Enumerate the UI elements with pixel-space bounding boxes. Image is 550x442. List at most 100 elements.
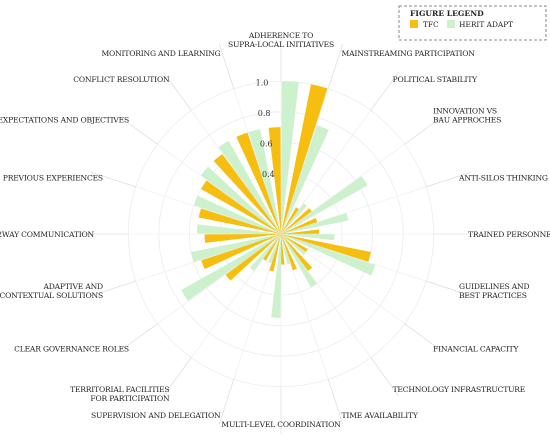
bar-herit-adapt-technology-infrastructure bbox=[281, 234, 317, 288]
category-label-trained-personnel: TRAINED PERSONNEL bbox=[468, 230, 550, 239]
category-label-clear-governance-roles: CLEAR GOVERNANCE ROLES bbox=[14, 345, 129, 354]
category-label-conflict-resolution: CONFLICT RESOLUTION bbox=[73, 75, 170, 84]
bar-tfc-expectations-and-objectives bbox=[201, 180, 281, 234]
label-leader-line bbox=[218, 379, 235, 425]
bar-tfc-innovation-vs-bau-approches bbox=[281, 208, 312, 234]
category-label-mainstreaming-participation: MAINSTREAMING PARTICIPATION bbox=[342, 49, 476, 58]
category-label-territorial-facilities-for-participation: TERRITORIAL FACILITIES FOR PARTICIPATION bbox=[70, 385, 170, 403]
bar-herit-adapt-adherence-to-supra-local-initiatives bbox=[281, 81, 299, 235]
legend: FIGURE LEGEND TFC HERIT ADAPT bbox=[398, 5, 547, 41]
grid-spoke bbox=[280, 143, 405, 235]
label-leader-line bbox=[327, 379, 344, 425]
bar-tfc-2way-communication bbox=[204, 234, 281, 243]
grid-spoke bbox=[280, 186, 427, 235]
label-leader-line bbox=[426, 280, 472, 297]
category-label-guidelines-and-best-practices: GUIDELINES AND BEST PRACTICES bbox=[459, 282, 529, 300]
radial-tick-label: 0.8 bbox=[258, 109, 271, 118]
bar-tfc-adaptive-and-contextual-solutions bbox=[201, 234, 281, 270]
category-label-technology-infrastructure: TECHNOLOGY INFRASTRUCTURE bbox=[393, 385, 526, 394]
bar-tfc-guidelines-and-best-practices bbox=[281, 234, 371, 262]
category-leader-lines bbox=[81, 34, 481, 434]
bar-tfc-conflict-resolution bbox=[213, 153, 281, 234]
label-leader-line bbox=[370, 72, 399, 111]
bar-tfc-multi-level-coordination bbox=[281, 234, 285, 265]
bar-herit-adapt-supervision-and-delegation bbox=[268, 234, 281, 263]
grid-spoke bbox=[157, 233, 282, 325]
grid-spoke bbox=[190, 110, 282, 235]
category-label-adherence-to-supra-local-initiatives: ADHERENCE TO SUPRA-LOCAL INITIATIVES bbox=[228, 31, 334, 49]
bar-herit-adapt-mainstreaming-participation bbox=[281, 125, 329, 234]
label-leader-line bbox=[218, 43, 235, 89]
label-leader-line bbox=[404, 323, 443, 352]
bar-herit-adapt-trained-personnel bbox=[281, 234, 335, 241]
bar-herit-adapt-financial-capacity bbox=[281, 234, 306, 255]
bar-tfc-clear-governance-roles bbox=[225, 234, 281, 281]
legend-box bbox=[398, 5, 547, 41]
bar-herit-adapt-time-availability bbox=[281, 234, 291, 264]
bar-tfc-mainstreaming-participation bbox=[281, 84, 328, 234]
grid-spoke bbox=[280, 233, 372, 358]
grid-spoke bbox=[280, 233, 329, 380]
category-label-financial-capacity: FINANCIAL CAPACITY bbox=[433, 345, 519, 354]
bar-herit-adapt-innovation-vs-bau-approches bbox=[281, 176, 368, 234]
label-leader-line bbox=[426, 171, 472, 188]
radial-tick-labels: 0.4 0.6 0.8 1.0 bbox=[256, 79, 275, 179]
bar-series bbox=[181, 81, 376, 318]
category-label-monitoring-and-learning: MONITORING AND LEARNING bbox=[101, 49, 220, 58]
grid-spoke bbox=[280, 110, 372, 235]
bar-herit-adapt-conflict-resolution bbox=[218, 140, 281, 234]
grid-spoke bbox=[233, 88, 282, 235]
label-leader-line bbox=[163, 357, 192, 396]
bar-herit-adapt-territorial-facilities-for-participation bbox=[249, 234, 281, 271]
bar-herit-adapt-political-stability bbox=[281, 203, 307, 234]
bar-tfc-trained-personnel bbox=[281, 229, 320, 234]
grid-spoke bbox=[135, 233, 282, 282]
label-leader-line bbox=[90, 171, 136, 188]
bar-herit-adapt-monitoring-and-learning bbox=[248, 129, 281, 234]
category-label-expectations-and-objectives: EXPECTATIONS AND OBJECTIVES bbox=[0, 115, 129, 124]
legend-swatch-tfc bbox=[410, 20, 418, 28]
bar-tfc-time-availability bbox=[281, 234, 297, 271]
radial-tick-label: 1.0 bbox=[256, 79, 269, 88]
bar-tfc-supervision-and-delegation bbox=[269, 234, 281, 272]
radial-tick-label: 0.6 bbox=[260, 140, 273, 149]
label-leader-line bbox=[370, 357, 399, 396]
legend-swatch-herit-adapt bbox=[447, 20, 455, 28]
bar-herit-adapt-multi-level-coordination bbox=[271, 234, 281, 318]
bar-tfc-adherence-to-supra-local-initiatives bbox=[268, 127, 281, 234]
label-leader-line bbox=[119, 116, 158, 145]
label-leader-line bbox=[119, 323, 158, 352]
legend-title: FIGURE LEGEND bbox=[410, 9, 484, 18]
category-label-anti-silos-thinking: ANTI-SILOS THINKING bbox=[458, 173, 548, 182]
bar-tfc-technology-infrastructure bbox=[281, 234, 313, 271]
category-label-adaptive-and-contextual-solutions: ADAPTIVE AND CONTEXTUAL SOLUTIONS bbox=[0, 282, 103, 300]
category-label-2way-communication: 2WAY COMMUNICATION bbox=[0, 230, 95, 239]
bar-herit-adapt-adaptive-and-contextual-solutions bbox=[191, 234, 281, 262]
label-leader-line bbox=[404, 116, 443, 145]
polar-grid bbox=[127, 80, 435, 388]
category-labels: ADHERENCE TO SUPRA-LOCAL INITIATIVES MAINS… bbox=[0, 31, 550, 429]
legend-label-tfc: TFC bbox=[423, 20, 439, 29]
grid-spoke bbox=[190, 233, 282, 358]
category-label-political-stability: POLITICAL STABILITY bbox=[393, 75, 479, 84]
category-label-supervision-and-delegation: SUPERVISION AND DELEGATION bbox=[91, 411, 221, 420]
category-label-innovation-vs-bau-approches: INNOVATION VS BAU APPROCHES bbox=[433, 106, 501, 124]
label-leader-line bbox=[90, 280, 136, 297]
grid-spoke bbox=[280, 233, 427, 282]
grid-spoke bbox=[280, 233, 405, 325]
bar-tfc-political-stability bbox=[281, 207, 299, 234]
legend-label-herit-adapt: HERIT ADAPT bbox=[459, 20, 513, 29]
bar-tfc-territorial-facilities-for-participation bbox=[263, 234, 281, 261]
bar-herit-adapt-expectations-and-objectives bbox=[200, 166, 281, 234]
grid-spoke bbox=[233, 233, 282, 380]
bar-tfc-previous-experiences bbox=[198, 208, 281, 234]
grid-spoke bbox=[157, 143, 282, 235]
bar-tfc-financial-capacity bbox=[281, 234, 308, 252]
radial-tick-label: 0.4 bbox=[262, 170, 275, 179]
bar-tfc-anti-silos-thinking bbox=[281, 218, 318, 234]
grid-spoke bbox=[135, 186, 282, 235]
bar-herit-adapt-2way-communication bbox=[197, 224, 281, 234]
category-label-time-availability: TIME AVAILABILITY bbox=[342, 411, 419, 420]
bar-herit-adapt-guidelines-and-best-practices bbox=[281, 234, 376, 276]
